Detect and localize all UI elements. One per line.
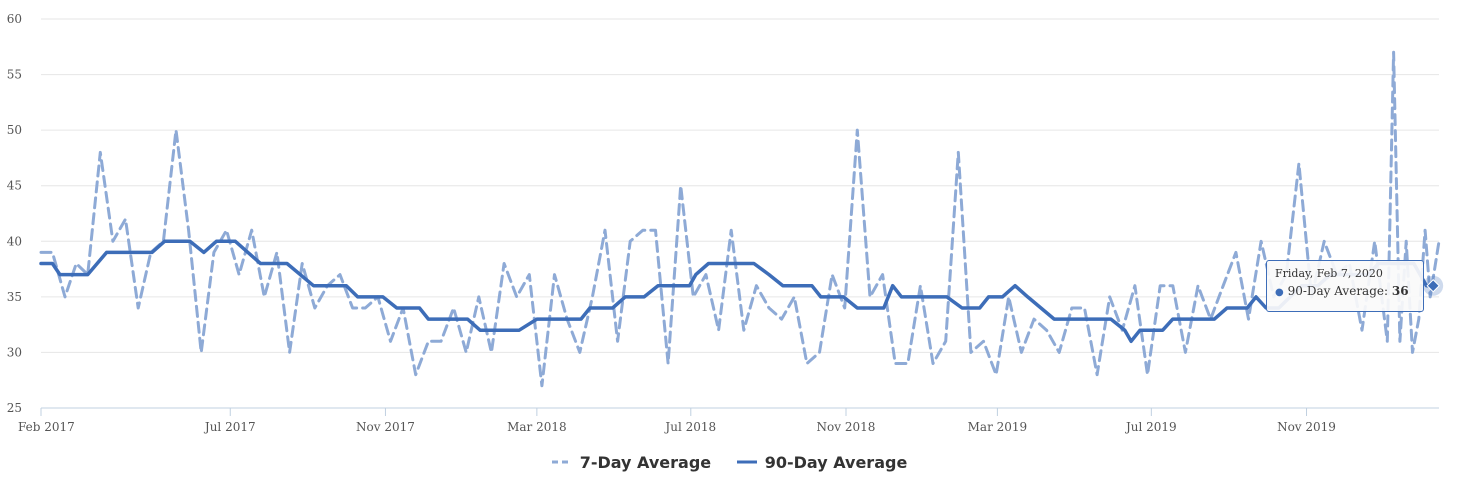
series-lines[interactable] <box>39 50 1441 388</box>
tooltip: Friday, Feb 7, 2020 ● 90-Day Average: 36 <box>1266 260 1424 312</box>
x-tick-label: Nov 2019 <box>1277 420 1336 434</box>
legend-item-7-day[interactable]: 7-Day Average <box>551 452 712 472</box>
x-tick-label: Mar 2018 <box>507 420 567 434</box>
x-tick-label: Mar 2019 <box>968 420 1028 434</box>
y-tick-label: 40 <box>7 234 22 248</box>
tooltip-value: 36 <box>1391 284 1409 298</box>
x-tick-label: Feb 2017 <box>18 420 75 434</box>
legend: 7-Day Average 90-Day Average <box>0 452 1459 472</box>
legend-label-90-day: 90-Day Average <box>764 452 908 472</box>
hover-marker <box>1423 275 1444 296</box>
x-axis: Feb 2017 Jul 2017 Nov 2017 Mar 2018 Jul 2018… <box>18 407 1439 434</box>
x-tick-label: Jul 2017 <box>203 420 256 434</box>
y-tick-label: 55 <box>7 68 22 82</box>
y-tick-label: 45 <box>7 179 22 193</box>
tooltip-series-label: 90-Day Average <box>1287 284 1384 298</box>
dashed-line-icon <box>551 460 572 464</box>
series-line-7-day[interactable] <box>39 50 1441 388</box>
y-tick-label: 50 <box>7 123 22 137</box>
tooltip-separator: : <box>1384 284 1392 298</box>
solid-line-icon <box>736 460 757 464</box>
y-tick-label: 60 <box>7 12 22 26</box>
x-tick-label: Jul 2018 <box>663 420 716 434</box>
tooltip-date: Friday, Feb 7, 2020 <box>1275 267 1383 280</box>
y-tick-label: 30 <box>7 345 22 359</box>
x-tick-label: Nov 2018 <box>817 420 876 434</box>
legend-label-7-day: 7-Day Average <box>579 452 712 472</box>
x-tick-label: Jul 2019 <box>1124 420 1177 434</box>
series-dot-icon: ● <box>1275 287 1284 298</box>
x-tick-label: Nov 2017 <box>356 420 415 434</box>
hover-point-diamond <box>1426 279 1440 293</box>
gridlines <box>41 18 1439 353</box>
legend-item-90-day[interactable]: 90-Day Average <box>736 452 908 472</box>
y-tick-label: 25 <box>7 401 22 415</box>
y-tick-label: 35 <box>7 290 22 304</box>
series-line-90-day[interactable] <box>39 239 1432 344</box>
y-axis-labels: 25 30 35 40 45 50 55 60 <box>7 12 22 415</box>
tooltip-row: ● 90-Day Average: 36 <box>1275 284 1415 298</box>
